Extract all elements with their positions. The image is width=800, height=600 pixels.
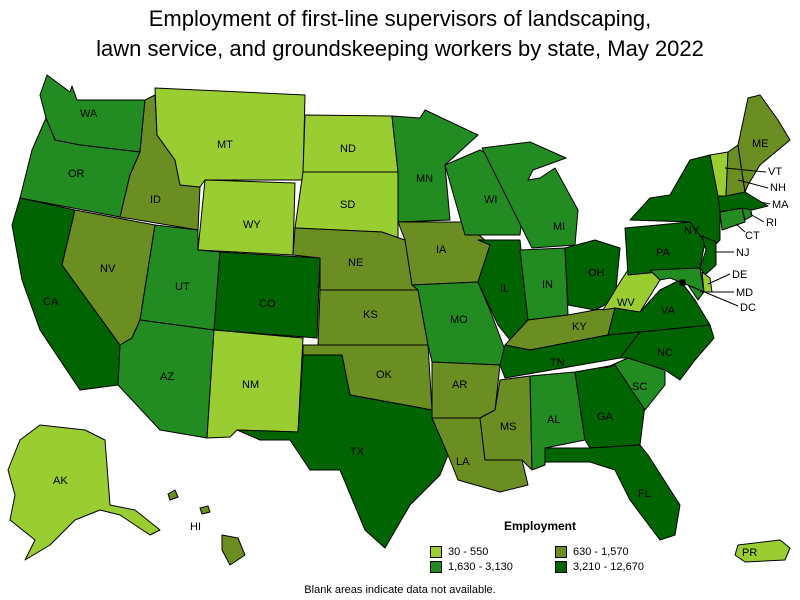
state-WY[interactable]: [197, 179, 296, 256]
leader-CT: [735, 223, 746, 233]
label-MO: MO: [450, 314, 468, 326]
legend-label-3: 1,630 - 3,130: [448, 561, 513, 573]
map-title: Employment of first-line supervisors of …: [0, 4, 800, 64]
label-CO: CO: [259, 298, 276, 310]
label-HI: HI: [190, 521, 201, 533]
map-title-line1: Employment of first-line supervisors of …: [148, 6, 652, 31]
label-DC: DC: [740, 302, 756, 314]
label-AR: AR: [452, 379, 467, 391]
label-WY: WY: [243, 219, 261, 231]
legend-item-4: 3,210 - 12,670: [555, 561, 644, 573]
label-ME: ME: [752, 138, 769, 150]
label-AL: AL: [547, 414, 560, 426]
legend-label-1: 30 - 550: [448, 546, 489, 558]
state-AK[interactable]: [7, 424, 161, 561]
label-MD: MD: [736, 287, 753, 299]
leader-DC: [682, 282, 739, 307]
label-SD: SD: [340, 199, 355, 211]
label-IL: IL: [500, 283, 509, 295]
label-OK: OK: [376, 369, 393, 381]
label-AZ: AZ: [160, 371, 174, 383]
state-FL[interactable]: [544, 444, 681, 541]
state-TX[interactable]: [236, 354, 449, 549]
label-WI: WI: [484, 194, 497, 206]
leader-RI: [749, 213, 765, 223]
state-MD[interactable]: [649, 267, 705, 301]
label-IN: IN: [542, 279, 553, 291]
legend-item-3: 1,630 - 3,130: [430, 561, 513, 573]
state-MA[interactable]: [717, 191, 769, 213]
state-ME[interactable]: [737, 94, 791, 193]
state-HI[interactable]: [167, 489, 246, 566]
legend-swatch-2: [555, 546, 567, 558]
label-NE: NE: [348, 257, 363, 269]
label-NC: NC: [657, 347, 673, 359]
label-PA: PA: [656, 247, 671, 259]
leader-MA: [759, 201, 771, 205]
label-NM: NM: [242, 379, 259, 391]
legend-label-2: 630 - 1,570: [573, 546, 629, 558]
label-UT: UT: [175, 281, 190, 293]
label-SC: SC: [632, 381, 647, 393]
label-WA: WA: [80, 108, 98, 120]
label-MT: MT: [217, 139, 233, 151]
state-CO[interactable]: [213, 251, 321, 339]
state-MT[interactable]: [154, 87, 306, 188]
label-MI: MI: [553, 221, 565, 233]
label-PR: PR: [742, 547, 757, 559]
legend-swatch-1: [430, 546, 442, 558]
label-KS: KS: [363, 309, 378, 321]
label-TN: TN: [550, 357, 565, 369]
state-MI[interactable]: [481, 141, 579, 249]
label-WV: WV: [617, 297, 635, 309]
legend-item-2: 630 - 1,570: [555, 546, 629, 558]
dc-marker: [680, 280, 686, 286]
label-ID: ID: [150, 194, 161, 206]
label-CT: CT: [745, 230, 760, 242]
label-CA: CA: [43, 296, 59, 308]
label-TX: TX: [350, 446, 365, 458]
label-MN: MN: [416, 173, 433, 185]
footnote: Blank areas indicate data not available.: [304, 584, 496, 596]
label-OR: OR: [68, 168, 85, 180]
state-labels: WA OR CA ID NV MT WY UT AZ CO NM ND SD N…: [43, 108, 789, 559]
label-NY: NY: [684, 225, 700, 237]
label-MS: MS: [500, 421, 517, 433]
state-PR[interactable]: [734, 539, 791, 563]
label-FL: FL: [638, 488, 651, 500]
leader-VT: [724, 167, 767, 173]
legend-swatch-3: [430, 561, 442, 573]
label-NH: NH: [770, 182, 786, 194]
label-NV: NV: [100, 263, 116, 275]
state-PA[interactable]: [624, 221, 706, 276]
label-OH: OH: [588, 267, 605, 279]
label-AK: AK: [53, 475, 68, 487]
label-KY: KY: [572, 321, 587, 333]
label-MA: MA: [772, 199, 789, 211]
label-VA: VA: [661, 305, 676, 317]
map-title-line2: lawn service, and groundskeeping workers…: [96, 36, 704, 61]
leader-NH: [737, 179, 769, 189]
label-RI: RI: [766, 217, 777, 229]
label-LA: LA: [456, 456, 470, 468]
label-GA: GA: [597, 411, 614, 423]
label-VT: VT: [768, 166, 782, 178]
label-NJ: NJ: [736, 247, 749, 259]
label-IA: IA: [436, 244, 447, 256]
legend-item-1: 30 - 550: [430, 546, 488, 558]
label-DE: DE: [732, 269, 747, 281]
legend-label-4: 3,210 - 12,670: [573, 561, 644, 573]
legend-swatch-4: [555, 561, 567, 573]
label-ND: ND: [340, 143, 356, 155]
leader-DE: [707, 273, 731, 285]
legend-title: Employment: [504, 519, 577, 533]
